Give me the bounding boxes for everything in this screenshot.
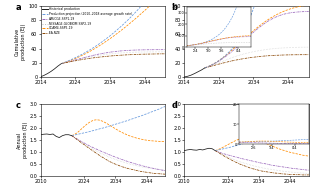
Text: b: b [172,3,178,12]
Y-axis label: Cumulative
production (EJ): Cumulative production (EJ) [15,23,26,60]
Legend: Historical production, Production projection (2010–2018 average growth rate), AI: Historical production, Production projec… [42,7,132,35]
Text: c: c [16,101,21,110]
Text: d: d [172,101,178,110]
Y-axis label: Annual
production (EJ): Annual production (EJ) [17,122,27,158]
Text: a: a [16,3,21,12]
